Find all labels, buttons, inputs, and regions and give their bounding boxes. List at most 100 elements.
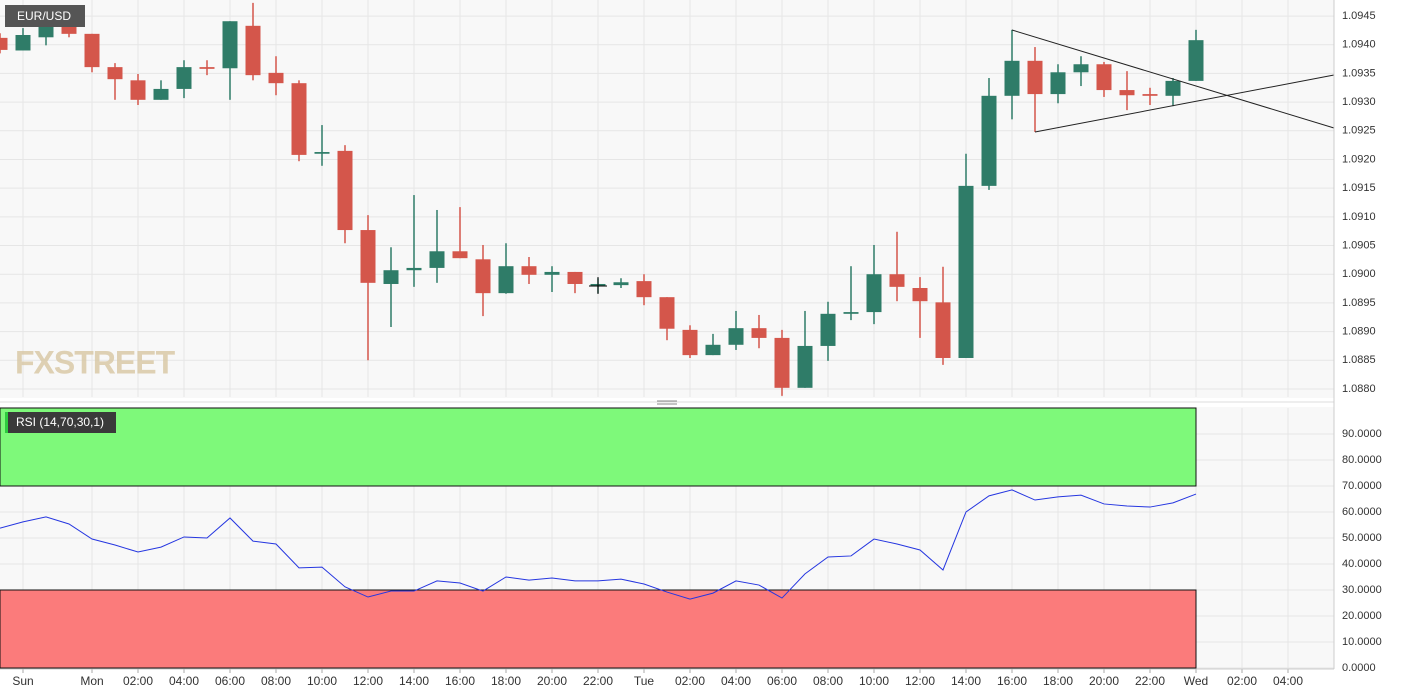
candle-body xyxy=(1119,90,1135,96)
candle-body xyxy=(981,95,997,186)
y-tick-label: 70.0000 xyxy=(1342,480,1382,492)
candle-body xyxy=(1188,40,1204,81)
x-tick-label: 22:00 xyxy=(583,674,613,688)
candle-body xyxy=(544,271,560,275)
x-tick-label: 02:00 xyxy=(123,674,153,688)
candle-body xyxy=(337,150,353,231)
candle-body xyxy=(1027,60,1043,95)
candle-body xyxy=(153,88,169,100)
candle-body xyxy=(452,251,468,259)
candle-body xyxy=(705,344,721,356)
y-tick-label: 30.0000 xyxy=(1342,584,1382,596)
x-tick-label: 16:00 xyxy=(997,674,1027,688)
candle-body xyxy=(406,267,422,271)
candle-body xyxy=(176,67,192,89)
candle-body xyxy=(107,67,123,80)
x-tick-label: Sun xyxy=(12,674,33,688)
symbol-badge[interactable] xyxy=(5,5,85,27)
candle-body xyxy=(682,329,698,356)
x-tick-label: 18:00 xyxy=(1043,674,1073,688)
x-tick-label: 14:00 xyxy=(399,674,429,688)
candle-body xyxy=(1165,80,1181,96)
y-tick-label: 1.0895 xyxy=(1342,297,1376,309)
candle-body xyxy=(268,72,284,84)
x-tick-label: Tue xyxy=(634,674,655,688)
candle-body xyxy=(751,328,767,338)
y-tick-label: 1.0915 xyxy=(1342,182,1376,194)
x-tick-label: Wed xyxy=(1184,674,1208,688)
trendline xyxy=(1034,74,1335,133)
candle-body xyxy=(912,287,928,302)
candle-body xyxy=(636,281,652,298)
x-tick-label: 12:00 xyxy=(905,674,935,688)
x-tick-label: 10:00 xyxy=(307,674,337,688)
x-tick-label: 12:00 xyxy=(353,674,383,688)
candle-body xyxy=(498,266,514,294)
x-tick-label: 16:00 xyxy=(445,674,475,688)
y-tick-label: 1.0930 xyxy=(1342,96,1376,108)
x-tick-label: 18:00 xyxy=(491,674,521,688)
x-tick-label: 10:00 xyxy=(859,674,889,688)
candle-body xyxy=(199,67,215,69)
candle-body xyxy=(797,345,813,388)
candle-body xyxy=(659,297,675,329)
y-tick-label: 80.0000 xyxy=(1342,454,1382,466)
candle-body xyxy=(521,266,537,275)
candle-body xyxy=(889,274,905,287)
y-tick-label: 1.0910 xyxy=(1342,211,1376,223)
trendline xyxy=(1011,29,1335,129)
candle-body xyxy=(314,152,330,154)
y-tick-label: 1.0900 xyxy=(1342,268,1376,280)
x-tick-label: 14:00 xyxy=(951,674,981,688)
x-tick-label: 06:00 xyxy=(767,674,797,688)
x-tick-label: 06:00 xyxy=(215,674,245,688)
candle-body xyxy=(774,337,790,388)
candle-body xyxy=(360,230,376,283)
rsi-band xyxy=(0,589,1197,669)
candle-body xyxy=(245,25,261,76)
candle-body xyxy=(291,83,307,155)
x-tick-label: 04:00 xyxy=(721,674,751,688)
candle-body xyxy=(15,34,31,51)
indicator-label: RSI (14,70,30,1) xyxy=(16,415,104,429)
x-tick-label: 08:00 xyxy=(261,674,291,688)
y-tick-label: 1.0935 xyxy=(1342,67,1376,79)
candle-body xyxy=(866,274,882,313)
candle-body xyxy=(475,259,491,294)
x-tick-label: 20:00 xyxy=(1089,674,1119,688)
candle-body xyxy=(728,328,744,345)
y-tick-label: 1.0885 xyxy=(1342,354,1376,366)
y-tick-label: 1.0890 xyxy=(1342,326,1376,338)
candle-body xyxy=(613,282,629,286)
x-tick-label: 02:00 xyxy=(1227,674,1257,688)
x-tick-label: 22:00 xyxy=(1135,674,1165,688)
candle-body xyxy=(84,33,100,68)
plot-layer: 1.0880 1.0885 1.0890 1.0895 1.0900 1.0905 1.09… xyxy=(0,0,1382,688)
candle-body xyxy=(820,313,836,346)
candle-body xyxy=(0,37,8,50)
y-tick-label: 1.0880 xyxy=(1342,383,1376,395)
x-tick-label: 04:00 xyxy=(1273,674,1303,688)
candle-body xyxy=(1096,64,1112,91)
y-tick-label: 0.0000 xyxy=(1342,662,1376,674)
y-tick-label: 40.0000 xyxy=(1342,558,1382,570)
y-tick-label: 90.0000 xyxy=(1342,428,1382,440)
candle-body xyxy=(130,80,146,100)
y-tick-label: 20.0000 xyxy=(1342,610,1382,622)
x-tick-label: Mon xyxy=(80,674,103,688)
rsi-line xyxy=(0,489,1197,600)
candle-body xyxy=(1073,64,1089,73)
rsi-band xyxy=(0,407,1197,487)
candle-body xyxy=(843,312,859,314)
x-tick-label: 04:00 xyxy=(169,674,199,688)
candle-body xyxy=(1050,72,1066,95)
x-tick-label: 02:00 xyxy=(675,674,705,688)
x-tick-label: 08:00 xyxy=(813,674,843,688)
y-tick-label: 1.0920 xyxy=(1342,153,1376,165)
y-tick-label: 60.0000 xyxy=(1342,506,1382,518)
y-tick-label: 1.0945 xyxy=(1342,10,1376,22)
y-tick-label: 50.0000 xyxy=(1342,532,1382,544)
indicator-badge[interactable] xyxy=(5,412,116,433)
